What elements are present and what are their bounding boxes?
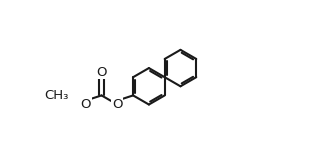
Text: CH₃: CH₃ — [44, 89, 68, 102]
Text: O: O — [112, 98, 123, 111]
Text: O: O — [81, 98, 91, 111]
Text: O: O — [96, 66, 107, 79]
